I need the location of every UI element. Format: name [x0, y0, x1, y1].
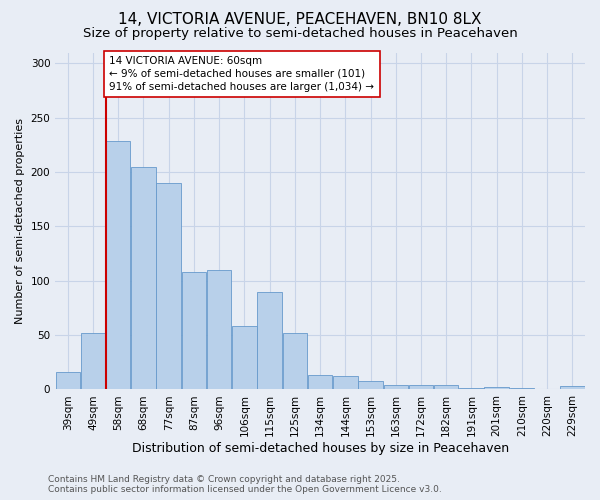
Bar	[509, 388, 534, 390]
Bar	[283, 333, 307, 390]
Bar	[560, 386, 584, 390]
Text: 14 VICTORIA AVENUE: 60sqm
← 9% of semi-detached houses are smaller (101)
91% of : 14 VICTORIA AVENUE: 60sqm ← 9% of semi-d…	[109, 56, 374, 92]
Bar	[434, 385, 458, 390]
Bar	[484, 388, 509, 390]
Bar	[232, 326, 257, 390]
Bar	[383, 385, 408, 390]
Text: Size of property relative to semi-detached houses in Peacehaven: Size of property relative to semi-detach…	[83, 28, 517, 40]
Bar	[182, 272, 206, 390]
X-axis label: Distribution of semi-detached houses by size in Peacehaven: Distribution of semi-detached houses by …	[131, 442, 509, 455]
Bar	[459, 388, 484, 390]
Bar	[56, 372, 80, 390]
Bar	[308, 376, 332, 390]
Bar	[257, 292, 282, 390]
Bar	[106, 140, 130, 390]
Bar	[333, 376, 358, 390]
Bar	[358, 381, 383, 390]
Text: 14, VICTORIA AVENUE, PEACEHAVEN, BN10 8LX: 14, VICTORIA AVENUE, PEACEHAVEN, BN10 8L…	[118, 12, 482, 28]
Bar	[157, 183, 181, 390]
Bar	[131, 166, 156, 390]
Bar	[409, 385, 433, 390]
Bar	[207, 270, 232, 390]
Bar	[81, 333, 105, 390]
Text: Contains HM Land Registry data © Crown copyright and database right 2025.
Contai: Contains HM Land Registry data © Crown c…	[48, 474, 442, 494]
Y-axis label: Number of semi-detached properties: Number of semi-detached properties	[15, 118, 25, 324]
